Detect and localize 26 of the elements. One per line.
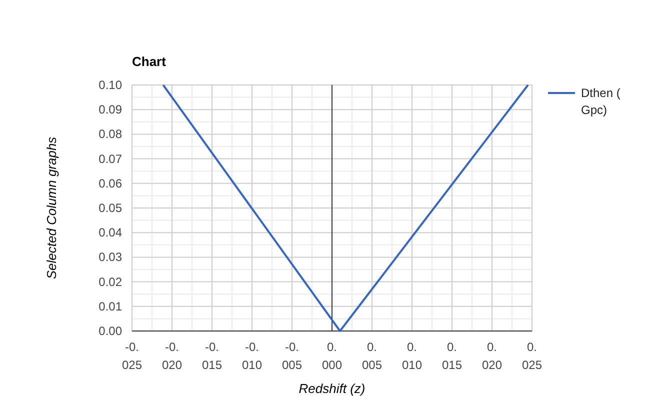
y-tick-label: 0.08 — [98, 127, 122, 142]
x-tick-label: 0.005 — [362, 340, 382, 372]
legend-label: Dthen ( Gpc) — [581, 86, 620, 117]
y-tick-label: 0.02 — [98, 274, 122, 289]
y-tick-label: 0.07 — [98, 152, 122, 166]
chart-title: Chart — [132, 54, 167, 69]
y-tick-label: 0.00 — [98, 324, 122, 338]
y-tick-label: 0.10 — [98, 78, 122, 92]
x-tick-label: 0.020 — [482, 340, 502, 372]
y-axis-title: Selected Column graphs — [44, 136, 59, 280]
y-tick-label: 0.03 — [98, 250, 122, 264]
x-axis-title: Redshift (z) — [298, 381, 366, 396]
x-tick-label: 0.000 — [322, 340, 342, 372]
x-tick-label: -0.025 — [122, 340, 142, 372]
y-tick-label: 0.09 — [98, 102, 122, 117]
x-tick-label: -0.015 — [202, 340, 222, 372]
y-tick-label: 0.06 — [98, 176, 122, 190]
y-tick-label: 0.01 — [98, 299, 122, 314]
x-tick-label: 0.010 — [402, 340, 422, 372]
x-tick-label: 0.015 — [442, 340, 462, 372]
y-tick-label: 0.04 — [98, 226, 122, 240]
x-tick-label: 0.025 — [522, 340, 542, 372]
x-tick-label: -0.020 — [162, 340, 182, 372]
y-tick-label: 0.05 — [98, 201, 122, 215]
x-tick-label: -0.010 — [242, 340, 262, 372]
x-tick-label: -0.005 — [282, 340, 302, 372]
